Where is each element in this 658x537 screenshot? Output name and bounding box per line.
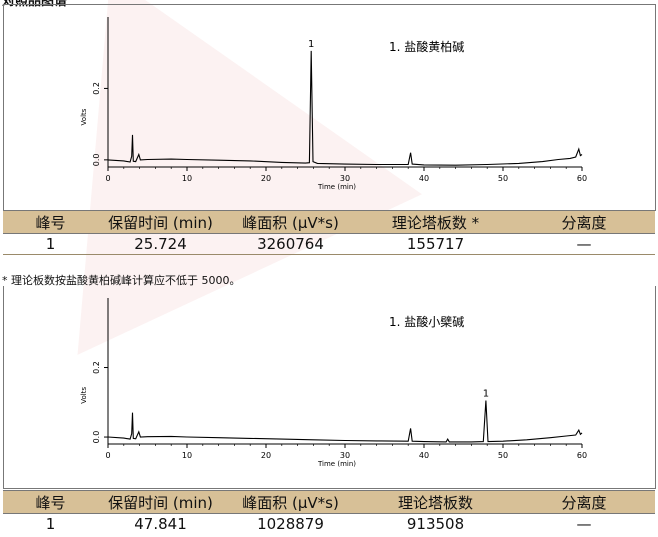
- x-tick-label: 20: [261, 174, 271, 183]
- col-header-retention-time: 保留时间 (min): [98, 210, 223, 234]
- chromatogram-chart-2: 0 10 20 30 40 50 60 0.0 0.2 Time (min) Volts 1 1. 盐酸…: [80, 298, 587, 468]
- col-header-peak-area: 峰面积 (μV*s): [223, 210, 358, 234]
- peak-table-1: 峰号 保留时间 (min) 峰面积 (μV*s) 理论塔板数 * 分离度 1 2…: [3, 210, 655, 255]
- col-header-retention-time: 保留时间 (min): [98, 490, 223, 514]
- x-tick-label: 60: [577, 451, 587, 460]
- cell-peak: 1: [45, 515, 56, 533]
- cell-peak: 1: [3, 233, 98, 255]
- y-tick-label: 0.2: [92, 361, 101, 374]
- col-header-plates: 理论塔板数: [358, 490, 513, 514]
- table-row: 1 25.724 3260764 155717 —: [3, 233, 655, 255]
- table-header-row: 峰号 保留时间 (min) 峰面积 (μV*s) 理论塔板数 * 分离度: [3, 210, 655, 234]
- x-tick-label: 10: [182, 174, 192, 183]
- x-tick-label: 10: [182, 451, 192, 460]
- chromatogram-trace-1: [107, 400, 583, 443]
- x-tick-label: 0: [105, 174, 110, 183]
- cell-plates: 913508: [406, 515, 465, 533]
- cell-plates: 155717: [358, 233, 513, 255]
- cell-retention-time: 25.724: [98, 233, 223, 255]
- x-tick-label: 50: [498, 174, 508, 183]
- col-header-peak: 峰号: [3, 210, 98, 234]
- x-tick-label: 60: [577, 174, 587, 183]
- y-axis-label: Volts: [80, 387, 88, 404]
- col-header-resolution: 分离度: [513, 490, 655, 514]
- table-row: 1 47.841 1028879 913508 —: [3, 514, 655, 535]
- cell-peak-area: 3260764: [223, 233, 358, 255]
- chromatogram-panel-1: 0 10 20 30 40 50 60 0.0 0.2 Time (min) Volts 1 1. 盐酸…: [3, 4, 656, 211]
- compound-legend: 1. 盐酸黄柏碱: [389, 39, 464, 54]
- peak-table-2: 峰号 保留时间 (min) 峰面积 (μV*s) 理论塔板数 分离度 1 47.…: [3, 490, 655, 534]
- peak-label: 1: [308, 39, 314, 50]
- y-tick-label: 0.0: [92, 431, 101, 444]
- chromatogram-chart-1: 0 10 20 30 40 50 60 0.0 0.2 Time (min) Volts 1 1. 盐酸…: [80, 17, 587, 191]
- cell-resolution: —: [576, 515, 592, 533]
- peak-label: 1: [483, 389, 489, 400]
- x-tick-label: 40: [419, 174, 429, 183]
- col-header-plates: 理论塔板数 *: [358, 210, 513, 234]
- y-axis-label: Volts: [80, 108, 88, 125]
- x-tick-label: 30: [340, 174, 350, 183]
- cell-peak-area: 1028879: [257, 515, 324, 533]
- x-tick-label: 0: [105, 451, 110, 460]
- chromatogram-trace-1: [107, 50, 583, 166]
- col-header-peak: 峰号: [3, 490, 98, 514]
- col-header-resolution: 分离度: [513, 210, 655, 234]
- x-tick-label: 40: [419, 451, 429, 460]
- cell-retention-time: 47.841: [134, 515, 187, 533]
- table-header-row: 峰号 保留时间 (min) 峰面积 (μV*s) 理论塔板数 分离度: [3, 490, 655, 514]
- x-axis-label: Time (min): [317, 460, 356, 468]
- footnote: * 理论板数按盐酸黄柏碱峰计算应不低于 5000。: [2, 274, 241, 287]
- y-tick-label: 0.2: [92, 82, 101, 95]
- y-tick-label: 0.0: [92, 153, 101, 166]
- col-header-peak-area: 峰面积 (μV*s): [223, 490, 358, 514]
- x-axis-label: Time (min): [317, 183, 356, 191]
- x-tick-label: 20: [261, 451, 271, 460]
- chromatogram-panel-2: 0 10 20 30 40 50 60 0.0 0.2 Time (min) Volts 1 1. 盐酸…: [3, 286, 656, 489]
- cell-resolution: —: [513, 233, 655, 255]
- x-tick-label: 50: [498, 451, 508, 460]
- x-tick-label: 30: [340, 451, 350, 460]
- compound-legend: 1. 盐酸小檗碱: [389, 314, 464, 329]
